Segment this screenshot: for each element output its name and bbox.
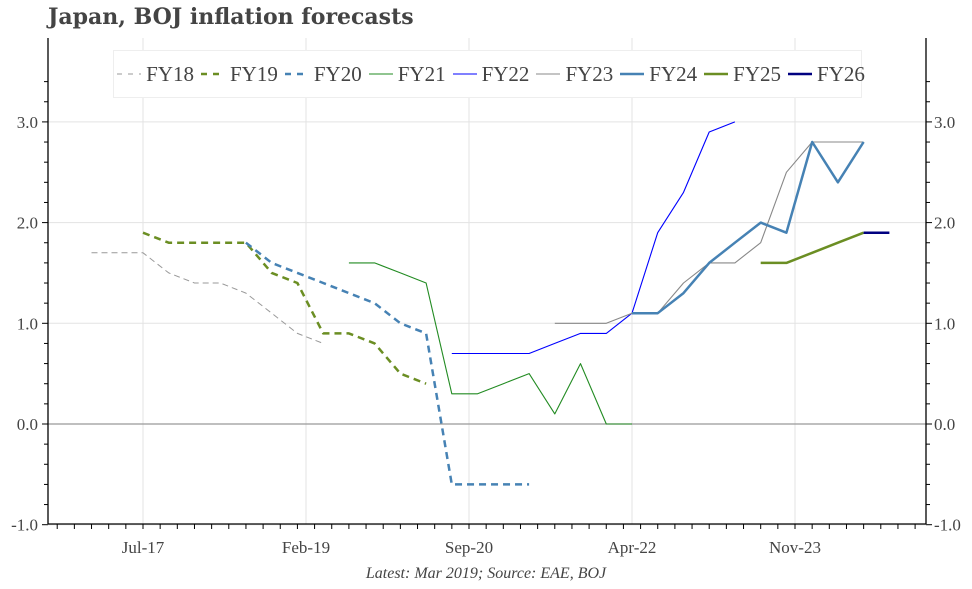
series-line-fy22 xyxy=(451,121,736,355)
footnote: Latest: Mar 2019; Source: EAE, BOJ xyxy=(365,565,607,582)
legend-swatch xyxy=(788,72,813,76)
legend-item-fy24[interactable]: FY24 xyxy=(613,62,697,87)
legend-swatch xyxy=(368,73,393,75)
legend-swatch xyxy=(452,73,477,75)
y-tick-label-right: 2.0 xyxy=(934,214,955,233)
x-tick-label: Apr-22 xyxy=(608,538,657,557)
legend-swatch xyxy=(117,73,142,75)
x-tick-label: Feb-19 xyxy=(282,538,330,557)
legend-label: FY26 xyxy=(817,61,865,86)
legend-swatch xyxy=(201,72,225,76)
y-tick-label-left: 2.0 xyxy=(17,214,38,233)
legend-label: FY23 xyxy=(565,61,614,86)
series-line-fy18 xyxy=(91,252,324,344)
legend-item-fy19[interactable]: FY19 xyxy=(194,62,278,87)
series-line-fy21 xyxy=(348,262,632,425)
y-tick-label-right: 3.0 xyxy=(934,113,955,132)
legend: FY18 FY19 FY20 FY21 FY22 FY23 FY24 FY25 FY26 xyxy=(110,50,865,98)
series-line-fy20 xyxy=(245,241,530,486)
chart-title: Japan, BOJ inflation forecasts xyxy=(48,4,414,30)
series-line-fy25 xyxy=(760,231,865,265)
legend-label: FY25 xyxy=(733,61,782,86)
x-tick-label: Sep-20 xyxy=(445,538,493,557)
legend-item-fy21[interactable]: FY21 xyxy=(362,62,446,87)
legend-label: FY18 xyxy=(146,61,194,86)
legend-item-fy20[interactable]: FY20 xyxy=(278,62,362,87)
y-tick-label-left: 3.0 xyxy=(17,113,38,132)
series-line-fy24 xyxy=(632,140,865,315)
legend-swatch xyxy=(620,72,645,76)
legend-item-fy22[interactable]: FY22 xyxy=(446,61,530,87)
legend-label: FY21 xyxy=(397,61,446,86)
x-tick-label: Jul-17 xyxy=(122,538,165,557)
legend-item-fy18[interactable]: FY18 xyxy=(110,62,194,87)
legend-item-fy25[interactable]: FY25 xyxy=(697,62,781,87)
legend-item-fy23[interactable]: FY23 xyxy=(529,62,613,87)
x-tick-label: Nov-23 xyxy=(769,538,821,557)
legend-label: FY20 xyxy=(313,61,362,86)
series-line-fy19 xyxy=(142,231,427,385)
legend-swatch xyxy=(704,72,729,76)
y-tick-label-left: -1.0 xyxy=(11,516,38,535)
y-tick-label-right: -1.0 xyxy=(934,516,961,535)
y-tick-label-right: 1.0 xyxy=(934,314,955,333)
y-tick-label-left: 0.0 xyxy=(17,415,38,434)
legend-swatch xyxy=(284,72,309,76)
legend-item-fy26[interactable]: FY26 xyxy=(781,62,865,87)
y-tick-label-right: 0.0 xyxy=(934,415,955,434)
legend-label: FY24 xyxy=(649,61,698,86)
legend-swatch xyxy=(536,73,561,75)
legend-label: FY22 xyxy=(481,61,530,86)
series-line-fy23 xyxy=(554,141,864,324)
y-tick-label-left: 1.0 xyxy=(17,314,38,333)
legend-label: FY19 xyxy=(230,61,278,86)
